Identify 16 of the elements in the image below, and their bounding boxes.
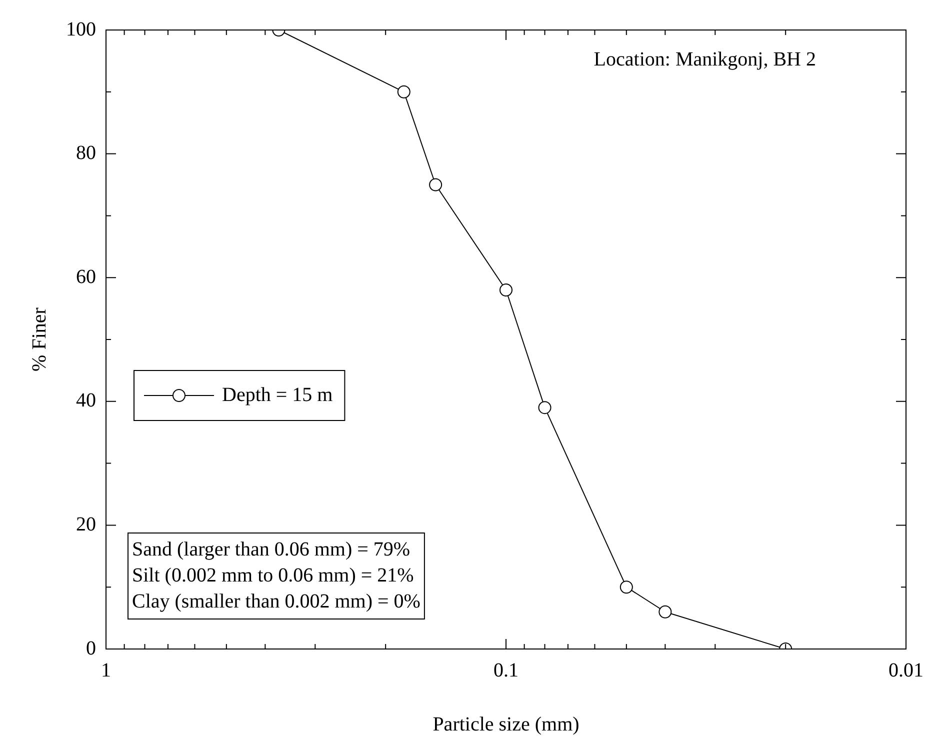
y-tick-label: 40: [76, 390, 96, 412]
y-tick-label: 0: [86, 637, 96, 660]
y-tick-label: 100: [66, 18, 96, 40]
annotation: Location: Manikgonj, BH 2: [594, 48, 816, 70]
x-axis-title: Particle size (mm): [432, 713, 580, 736]
x-tick-label: 0.1: [494, 659, 518, 682]
annotation: Sand (larger than 0.06 mm) = 79%: [132, 538, 410, 560]
y-axis-title: % Finer: [28, 307, 50, 372]
y-tick-label: 60: [76, 266, 96, 288]
x-tick-label: 0.01: [888, 659, 924, 682]
y-tick-label: 80: [76, 142, 96, 164]
y-tick-label: 20: [76, 513, 96, 536]
x-tick-label: 1: [101, 659, 111, 682]
annotation: Clay (smaller than 0.002 mm) = 0%: [132, 590, 420, 612]
annotation: Silt (0.002 mm to 0.06 mm) = 21%: [132, 564, 414, 586]
legend-label: Depth = 15 m: [222, 384, 334, 406]
